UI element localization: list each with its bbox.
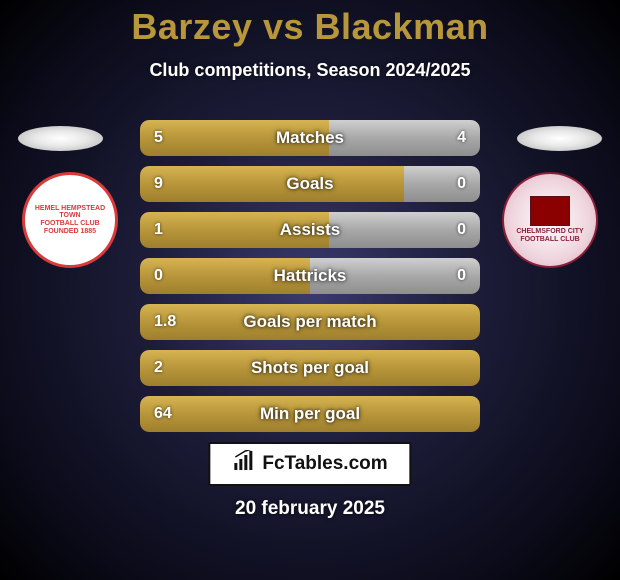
stat-bar-left bbox=[140, 350, 480, 386]
content-root: Barzey vs Blackman Club competitions, Se… bbox=[0, 0, 620, 580]
stat-row: Min per goal64 bbox=[140, 396, 480, 432]
brand-logo-box[interactable]: FcTables.com bbox=[208, 442, 411, 486]
crest-right-inner: CHELMSFORD CITYFOOTBALL CLUB bbox=[516, 196, 583, 243]
stat-row: Goals per match1.8 bbox=[140, 304, 480, 340]
stat-bar-left bbox=[140, 166, 404, 202]
stat-bar-left bbox=[140, 120, 329, 156]
stat-bar-left bbox=[140, 258, 310, 294]
stat-bar-right bbox=[310, 258, 480, 294]
stat-row: Hattricks00 bbox=[140, 258, 480, 294]
stat-row: Shots per goal2 bbox=[140, 350, 480, 386]
date-label: 20 february 2025 bbox=[0, 498, 620, 520]
flag-left bbox=[18, 126, 103, 151]
subtitle: Club competitions, Season 2024/2025 bbox=[0, 60, 620, 81]
flag-right bbox=[517, 126, 602, 151]
stat-row: Goals90 bbox=[140, 166, 480, 202]
page-title: Barzey vs Blackman bbox=[0, 0, 620, 48]
club-crest-right: CHELMSFORD CITYFOOTBALL CLUB bbox=[502, 172, 598, 268]
crest-left-text: HEMEL HEMPSTEAD TOWNFOOTBALL CLUBFOUNDED… bbox=[25, 205, 115, 236]
chart-icon bbox=[232, 450, 256, 478]
stat-bar-left bbox=[140, 304, 480, 340]
stat-bar-left bbox=[140, 396, 480, 432]
stats-bars: Matches54 Goals90 Assists10 Hattricks00 Goal… bbox=[140, 120, 480, 442]
stat-bar-right bbox=[329, 120, 480, 156]
stat-bar-left bbox=[140, 212, 329, 248]
stat-row: Matches54 bbox=[140, 120, 480, 156]
club-crest-left: HEMEL HEMPSTEAD TOWNFOOTBALL CLUBFOUNDED… bbox=[22, 172, 118, 268]
stat-bar-right bbox=[329, 212, 480, 248]
brand-text: FcTables.com bbox=[262, 453, 387, 475]
crest-right-shield bbox=[530, 196, 570, 226]
stat-row: Assists10 bbox=[140, 212, 480, 248]
stat-bar-right bbox=[404, 166, 481, 202]
